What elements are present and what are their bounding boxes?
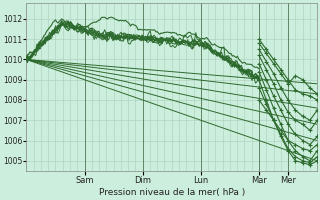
X-axis label: Pression niveau de la mer( hPa ): Pression niveau de la mer( hPa ) xyxy=(99,188,245,197)
